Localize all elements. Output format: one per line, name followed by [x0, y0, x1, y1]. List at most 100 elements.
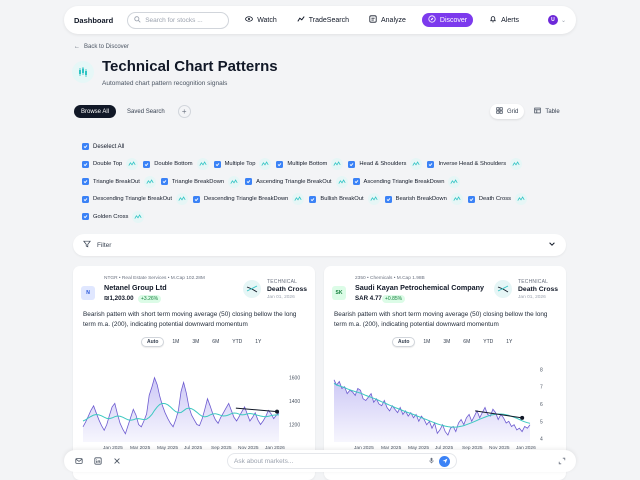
microphone-icon[interactable]	[428, 457, 435, 466]
pattern-option[interactable]: Death Cross	[467, 193, 528, 206]
pattern-option[interactable]: Double Bottom	[143, 158, 209, 171]
chevron-down-icon[interactable]	[548, 240, 556, 250]
pattern-option[interactable]: Ascending Triangle BreakOut	[245, 175, 348, 188]
ask-input[interactable]	[234, 457, 424, 465]
pattern-checkbox[interactable]	[143, 160, 151, 168]
x-tick-label: May 2025	[408, 445, 429, 451]
pattern-checkbox[interactable]	[276, 160, 284, 168]
table-view-button[interactable]: Table	[528, 104, 565, 119]
signal-description: Bearish pattern with short term moving a…	[334, 311, 548, 328]
nav-alerts[interactable]: Alerts	[485, 13, 523, 27]
tab-saved-search[interactable]: Saved Search	[127, 108, 165, 115]
pattern-option[interactable]: Inverse Head & Shoulders	[427, 158, 523, 171]
pattern-option[interactable]: Descending Triangle BreakDown	[192, 193, 305, 206]
pattern-checkbox[interactable]	[82, 178, 89, 186]
pattern-row: Triangle BreakOut Triangle BreakDown Ascen…	[82, 173, 542, 191]
nav-analyze[interactable]: Analyze	[365, 13, 410, 27]
chevron-down-icon: ⌄	[560, 17, 566, 24]
nav-watch[interactable]: Watch	[241, 13, 281, 27]
user-menu[interactable]: U ⌄	[547, 15, 566, 25]
pattern-filter-list: Deselect All Double Top Double Bottom Mult…	[82, 138, 542, 226]
pattern-checkbox[interactable]	[309, 195, 317, 203]
price-line	[82, 376, 280, 435]
range-button[interactable]: 1Y	[506, 339, 513, 345]
company-name[interactable]: Netanel Group Ltd	[104, 283, 167, 292]
range-button[interactable]: Auto	[141, 337, 165, 347]
pattern-option[interactable]: Double Top	[82, 158, 139, 171]
avatar[interactable]: U	[547, 15, 558, 25]
tab-browse-all[interactable]: Browse All	[74, 105, 117, 118]
range-button[interactable]: 6M	[463, 339, 471, 345]
pattern-label: Descending Triangle BreakDown	[203, 196, 289, 203]
pattern-option[interactable]: Golden Cross	[82, 210, 145, 223]
back-link[interactable]: ← Back to Discover	[74, 44, 129, 50]
chart-icon	[297, 15, 305, 25]
deselect-all-checkbox[interactable]	[82, 143, 89, 151]
range-button[interactable]: 1Y	[255, 339, 262, 345]
pattern-checkbox[interactable]	[82, 213, 89, 221]
pattern-checkbox[interactable]	[352, 178, 360, 186]
pattern-checkbox[interactable]	[467, 195, 475, 203]
filter-bar[interactable]: Filter	[73, 234, 566, 256]
dashboard-link[interactable]: Dashboard	[74, 15, 114, 25]
signal-point	[520, 415, 525, 420]
pattern-card[interactable]: SK 2350 • Chemicals • M.Cap 1.98B Saudi …	[324, 266, 566, 480]
linkedin-icon[interactable]	[93, 457, 102, 466]
x-tick-label: Jan 2026	[516, 445, 536, 451]
search-box[interactable]	[127, 11, 230, 29]
pattern-checkbox[interactable]	[245, 178, 253, 186]
ask-box[interactable]	[227, 453, 457, 469]
pattern-checkbox[interactable]	[160, 178, 168, 186]
pattern-checkbox[interactable]	[82, 160, 89, 168]
x-tick-label: May 2025	[157, 445, 178, 451]
x-tick-label: Jan 2025	[354, 445, 374, 451]
filter-label: Filter	[97, 241, 112, 249]
nav-watch-label: Watch	[257, 16, 277, 24]
pattern-option[interactable]: Bullish BreakOut	[309, 193, 380, 206]
range-button[interactable]: 1M	[172, 339, 180, 345]
range-button[interactable]: 3M	[443, 339, 451, 345]
range-button[interactable]: 6M	[212, 339, 220, 345]
range-button[interactable]: 3M	[192, 339, 200, 345]
pattern-checkbox[interactable]	[427, 160, 435, 168]
pattern-icon	[448, 175, 461, 188]
pattern-icon	[410, 158, 423, 171]
pattern-option[interactable]: Descending Triangle BreakOut	[82, 193, 188, 206]
x-tick-label: Jul 2025	[435, 445, 453, 451]
pattern-option[interactable]: Multiple Top	[213, 158, 272, 171]
pattern-option[interactable]: Ascending Triangle BreakDown	[352, 175, 461, 188]
send-button[interactable]	[439, 455, 450, 467]
pattern-option[interactable]: Triangle BreakOut	[82, 175, 156, 188]
pattern-checkbox[interactable]	[82, 195, 89, 203]
pattern-option[interactable]: Head & Shoulders	[348, 158, 423, 171]
deselect-all-label[interactable]: Deselect All	[93, 143, 125, 150]
deselect-row: Deselect All	[82, 138, 542, 156]
grid-view-button[interactable]: Grid	[490, 104, 525, 119]
price-area	[83, 377, 279, 442]
expand-icon[interactable]	[557, 457, 566, 466]
mail-icon[interactable]	[74, 457, 83, 466]
pattern-option[interactable]: Triangle BreakDown	[160, 175, 241, 188]
pattern-checkbox[interactable]	[213, 160, 221, 168]
pattern-label: Multiple Top	[224, 161, 256, 168]
add-tab-button[interactable]: +	[177, 105, 191, 118]
pattern-option[interactable]: Bearish BreakDown	[384, 193, 463, 206]
nav-tradesearch[interactable]: TradeSearch	[293, 13, 353, 27]
pattern-card[interactable]: N NTGR • Real Estate Services • M.Cap 10…	[73, 266, 315, 480]
signal-line	[475, 410, 523, 419]
pattern-checkbox[interactable]	[384, 195, 392, 203]
pattern-checkbox[interactable]	[348, 160, 356, 168]
pattern-option[interactable]: Multiple Bottom	[276, 158, 344, 171]
x-tick-label: Jan 2025	[103, 445, 123, 451]
range-button[interactable]: YTD	[232, 339, 243, 345]
pattern-label: Ascending Triangle BreakDown	[363, 178, 445, 185]
range-button[interactable]: Auto	[392, 337, 416, 347]
range-button[interactable]: YTD	[483, 339, 494, 345]
pattern-checkbox[interactable]	[192, 195, 200, 203]
nav-discover[interactable]: Discover	[421, 13, 474, 27]
search-input[interactable]	[145, 16, 226, 24]
company-name[interactable]: Saudi Kayan Petrochemical Company	[355, 283, 485, 292]
range-button[interactable]: 1M	[423, 339, 431, 345]
x-icon[interactable]	[112, 457, 121, 466]
pattern-icon	[196, 158, 209, 171]
